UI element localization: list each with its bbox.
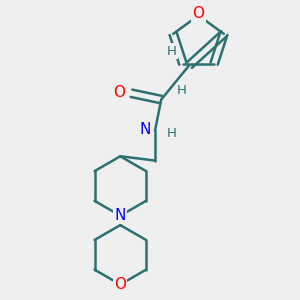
Text: H: H (167, 45, 177, 58)
Text: O: O (114, 277, 126, 292)
Text: N: N (115, 208, 126, 223)
Text: O: O (114, 85, 126, 100)
Text: O: O (193, 6, 205, 21)
Text: H: H (177, 84, 187, 97)
Text: N: N (140, 122, 151, 137)
Text: H: H (167, 128, 177, 140)
